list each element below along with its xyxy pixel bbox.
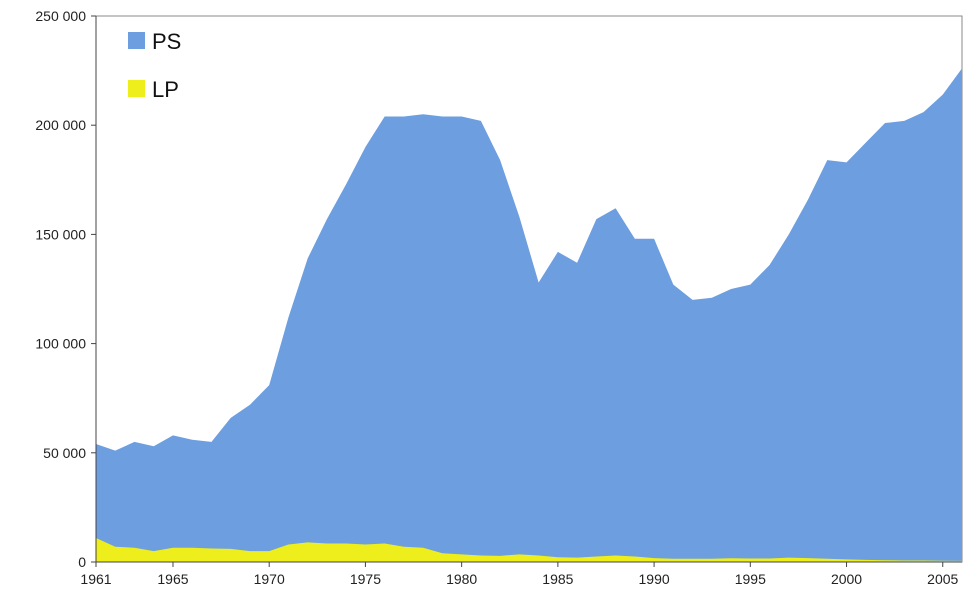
- y-tick-label: 150 000: [35, 226, 86, 242]
- x-tick-label: 1990: [639, 571, 670, 587]
- series-area-ps: [96, 68, 962, 563]
- legend-label-lp: LP: [152, 77, 179, 102]
- legend-label-ps: PS: [152, 29, 181, 54]
- x-tick-label: 1961: [80, 571, 111, 587]
- legend-swatch-ps: [128, 32, 145, 49]
- x-tick-label: 2000: [831, 571, 862, 587]
- legend: PS LP: [128, 29, 181, 102]
- x-tick-label: 1975: [350, 571, 381, 587]
- y-tick-label: 50 000: [43, 445, 86, 461]
- x-tick-label: 1995: [735, 571, 766, 587]
- y-tick-label: 0: [78, 554, 86, 570]
- legend-swatch-lp: [128, 80, 145, 97]
- x-tick-label: 1980: [446, 571, 477, 587]
- y-tick-label: 250 000: [35, 8, 86, 24]
- y-tick-label: 100 000: [35, 336, 86, 352]
- x-tick-label: 1985: [542, 571, 573, 587]
- x-tick-label: 1965: [157, 571, 188, 587]
- x-tick-label: 1970: [254, 571, 285, 587]
- x-axis: 1961 1965 1970 1975 1980 1985 1990 1995 2000 2005: [80, 561, 962, 587]
- y-tick-label: 200 000: [35, 117, 86, 133]
- series-areas: [96, 68, 962, 563]
- series-area-lp: [96, 537, 962, 562]
- x-tick-label: 2005: [927, 571, 958, 587]
- y-axis: 0 50 000 100 000 150 000 200 000 250 000: [35, 8, 97, 570]
